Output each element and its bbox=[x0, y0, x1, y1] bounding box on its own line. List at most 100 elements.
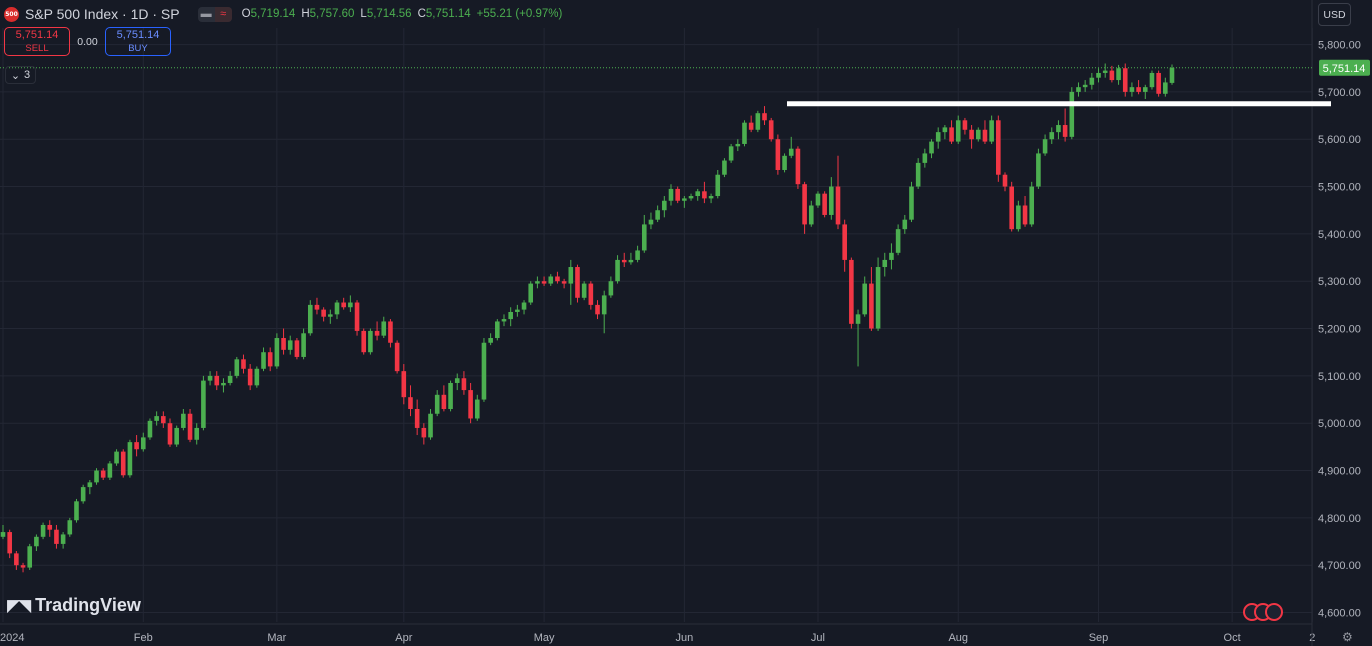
candle-body bbox=[7, 532, 12, 554]
ohlc-readout: O5,719.14 H5,757.60 L5,714.56 C5,751.14 … bbox=[242, 8, 563, 20]
candle-body bbox=[214, 375, 220, 386]
candle-body bbox=[221, 382, 226, 386]
candle-body bbox=[902, 219, 908, 230]
candle-body bbox=[808, 205, 814, 225]
tradingview-logo-icon: ◤◥ bbox=[7, 595, 31, 615]
candle-body bbox=[100, 470, 106, 478]
candle-body bbox=[361, 330, 367, 353]
candle-body bbox=[996, 120, 1001, 175]
candle-body bbox=[74, 501, 79, 521]
candle-body bbox=[922, 153, 928, 163]
candle-body bbox=[962, 120, 968, 130]
candle-body bbox=[788, 148, 794, 156]
x-tick-label: Jul bbox=[811, 632, 825, 644]
wave-icon[interactable]: ≈ bbox=[214, 6, 232, 22]
candle-body bbox=[388, 321, 393, 343]
tradingview-logo[interactable]: ◤◥ TradingView bbox=[7, 595, 141, 616]
candle-body bbox=[555, 276, 560, 282]
currency-selector[interactable]: USD bbox=[1318, 3, 1351, 26]
candle-body bbox=[955, 120, 961, 142]
candle-body bbox=[601, 295, 607, 315]
candle-body bbox=[588, 283, 594, 305]
candle-body bbox=[294, 340, 300, 357]
sell-button[interactable]: 5,751.14 SELL bbox=[4, 27, 70, 56]
candle-body bbox=[307, 304, 313, 334]
symbol-title[interactable]: S&P 500 Index · 1D · SP bbox=[25, 6, 180, 22]
indicators-collapse-button[interactable]: ⌄ 3 bbox=[5, 66, 36, 84]
indicators-count: 3 bbox=[24, 69, 31, 81]
trade-panel: 5,751.14 SELL 0.00 5,751.14 BUY bbox=[4, 27, 171, 56]
close-label: C bbox=[417, 8, 426, 20]
candle-body bbox=[615, 259, 620, 282]
candle-body bbox=[795, 148, 801, 185]
buy-price: 5,751.14 bbox=[116, 28, 160, 41]
candle-body bbox=[241, 359, 246, 369]
candle-body bbox=[374, 330, 380, 336]
candle-body bbox=[127, 442, 133, 476]
candle-body bbox=[40, 524, 46, 537]
indicator-toggle[interactable]: ▬ ≈ bbox=[197, 6, 232, 22]
candle-body bbox=[1089, 77, 1095, 85]
change-value: +55.21 (+0.97%) bbox=[476, 8, 563, 20]
candle-body bbox=[0, 532, 6, 537]
candle-body bbox=[1163, 82, 1168, 94]
candle-body bbox=[715, 174, 721, 197]
candle-body bbox=[107, 463, 113, 478]
candle-body bbox=[154, 416, 159, 421]
candle-body bbox=[508, 311, 513, 320]
candle-body bbox=[949, 127, 954, 142]
buy-button[interactable]: 5,751.14 BUY bbox=[105, 27, 171, 56]
y-tick-label: 4,600.00 bbox=[1318, 608, 1361, 620]
buy-label: BUY bbox=[128, 42, 148, 54]
candle-body bbox=[668, 188, 674, 201]
candle-body bbox=[702, 191, 707, 199]
y-tick-label: 5,000.00 bbox=[1318, 418, 1361, 430]
candle-body bbox=[207, 375, 213, 381]
candle-body bbox=[875, 267, 881, 329]
candle-body bbox=[274, 338, 280, 367]
candle-body bbox=[461, 378, 467, 391]
candle-body bbox=[147, 420, 153, 438]
hide-icon[interactable]: ▬ bbox=[200, 8, 212, 20]
candle-body bbox=[775, 139, 781, 170]
candle-body bbox=[829, 186, 834, 215]
candle-body bbox=[942, 127, 948, 133]
candle-body bbox=[54, 529, 59, 544]
high-label: H bbox=[301, 8, 310, 20]
candle-body bbox=[34, 536, 39, 547]
candle-body bbox=[1129, 87, 1135, 92]
candle-body bbox=[621, 259, 627, 263]
candle-body bbox=[655, 210, 660, 220]
candle-body bbox=[354, 302, 360, 331]
candle-body bbox=[748, 122, 754, 130]
y-tick-label: 5,500.00 bbox=[1318, 182, 1361, 194]
candle-body bbox=[1022, 205, 1028, 225]
candle-body bbox=[521, 302, 527, 310]
symbol-icon: 500 bbox=[4, 6, 19, 22]
candle-body bbox=[595, 304, 600, 315]
candle-body bbox=[882, 259, 888, 268]
candle-body bbox=[134, 442, 139, 450]
candle-body bbox=[474, 399, 480, 419]
candle-body bbox=[895, 229, 901, 253]
candle-body bbox=[434, 394, 440, 414]
candle-body bbox=[67, 520, 73, 535]
candle-body bbox=[1009, 186, 1014, 230]
y-tick-label: 5,600.00 bbox=[1318, 134, 1361, 146]
candle-body bbox=[755, 113, 761, 130]
candle-body bbox=[47, 524, 53, 530]
candle-body bbox=[441, 394, 447, 410]
candle-body bbox=[782, 155, 787, 170]
candle-body bbox=[682, 198, 687, 201]
candle-body bbox=[87, 482, 93, 488]
candle-body bbox=[187, 413, 193, 440]
candle-body bbox=[1029, 186, 1035, 225]
candle-body bbox=[708, 196, 714, 199]
candle-body bbox=[448, 382, 453, 410]
candle-body bbox=[742, 122, 747, 144]
gear-icon[interactable]: ⚙ bbox=[1342, 630, 1353, 644]
flag-icon[interactable] bbox=[1243, 603, 1283, 621]
candle-body bbox=[488, 338, 493, 343]
